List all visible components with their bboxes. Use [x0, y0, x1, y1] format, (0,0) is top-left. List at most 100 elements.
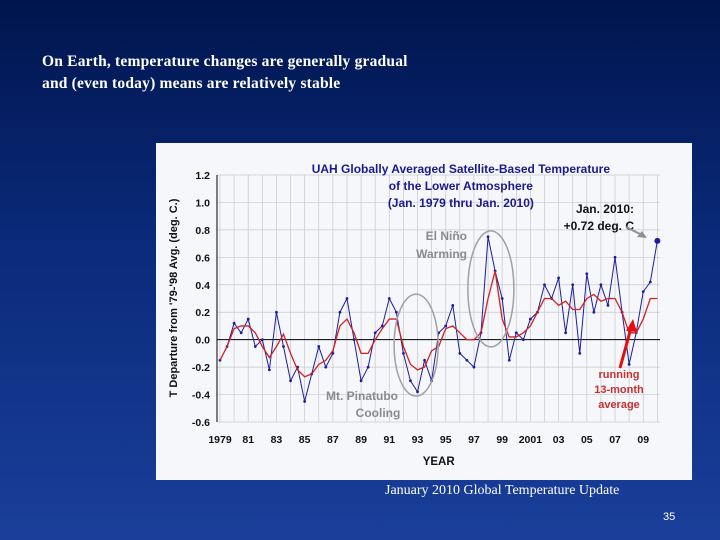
chart-svg: 1.2 1.0 0.8 0.6 0.4 0.2 0.0 -0.2 -0.4 -0.6 1979 81 8…	[168, 162, 661, 468]
running-average-line	[219, 270, 658, 378]
slide-title-line-1: On Earth, temperature changes are genera…	[42, 53, 408, 70]
axes: 1.2 1.0 0.8 0.6 0.4 0.2 0.0 -0.2 -0.4 -0.6 1979 81 8…	[168, 162, 660, 468]
monthly-data-point	[465, 358, 469, 362]
monthly-data-point	[514, 331, 518, 335]
monthly-data-point	[402, 351, 405, 355]
monthly-data-point	[543, 283, 546, 287]
monthly-data-point	[557, 276, 560, 280]
y-axis-label: T Departure from '79-'98 Avg. (deg. C.)	[168, 198, 180, 397]
x-tick-label: 95	[440, 434, 452, 446]
monthly-data-point	[267, 368, 271, 372]
monthly-data-point	[253, 345, 257, 348]
chart-title-line: (Jan. 1979 thru Jan. 2010)	[388, 196, 534, 210]
monthly-data-point	[528, 317, 532, 321]
y-tick-label: 0.6	[195, 252, 210, 264]
monthly-data-point	[289, 379, 292, 383]
latest-arrowhead-icon	[637, 231, 647, 238]
elnino-label-line2: Warming	[416, 247, 467, 261]
monthly-data-point	[232, 321, 236, 325]
slide-title-line-2: and (even today) means are relatively st…	[42, 75, 341, 92]
monthly-data-point	[444, 324, 448, 328]
monthly-data-point	[373, 331, 377, 335]
monthly-data-point	[451, 303, 455, 307]
running-arrowhead-icon	[626, 319, 637, 332]
x-tick-label: 2001	[519, 434, 543, 446]
y-tick-label: -0.6	[192, 417, 210, 429]
pinatubo-ellipse	[393, 293, 439, 397]
x-tick-label: 87	[327, 434, 339, 446]
running-average-label: 13-month	[594, 384, 644, 396]
x-axis-label: YEAR	[423, 456, 456, 468]
monthly-data-point	[352, 338, 356, 342]
y-tick-label: 0.8	[195, 225, 210, 237]
elnino-ellipse	[467, 230, 515, 348]
monthly-data-point	[458, 351, 462, 355]
x-tick-label: 91	[383, 434, 395, 446]
monthly-data-point	[648, 280, 652, 284]
y-tick-label: 1.2	[195, 170, 210, 182]
monthly-data-point	[366, 365, 370, 369]
latest-data-point	[654, 237, 661, 244]
monthly-data-point	[613, 255, 617, 259]
monthly-data-point	[507, 358, 511, 362]
pinatubo-label-line1: Mt. Pinatubo	[326, 389, 398, 403]
monthly-data-point	[500, 297, 504, 300]
x-tick-label: 09	[637, 434, 649, 446]
monthly-data-point	[338, 310, 342, 314]
running-average-label: running	[599, 369, 640, 381]
x-tick-label: 89	[355, 434, 367, 446]
y-tick-label: -0.2	[192, 362, 210, 374]
monthly-data-point	[472, 365, 476, 369]
monthly-data-point	[486, 235, 490, 239]
chart-title-line: of the Lower Atmosphere	[389, 179, 534, 193]
x-tick-label: 05	[581, 434, 593, 446]
elnino-label-line1: El Niño	[426, 229, 467, 243]
running-average-label: average	[598, 399, 640, 411]
monthly-data-point	[599, 283, 603, 287]
monthly-data-point	[282, 345, 285, 348]
monthly-data-point	[275, 310, 278, 314]
x-tick-label: 83	[271, 434, 283, 446]
slide-caption: January 2010 Global Temperature Update	[385, 483, 620, 498]
x-tick-label: 99	[496, 434, 508, 446]
page-number: 35	[663, 511, 676, 523]
monthly-data-point	[303, 400, 307, 403]
y-tick-label: 0.0	[195, 335, 210, 347]
annotations: El Niño Warming Mt. Pinatubo Cooling Jan. 20…	[326, 202, 647, 420]
monthly-data-point	[641, 290, 645, 294]
monthly-data-point	[359, 379, 363, 383]
monthly-data-point	[345, 297, 349, 300]
monthly-data-point	[592, 310, 596, 314]
monthly-data-point	[423, 358, 426, 362]
latest-label-line2: +0.72 deg. C	[564, 219, 635, 233]
x-tick-label: 07	[609, 434, 621, 446]
y-tick-label: 0.4	[195, 280, 210, 292]
slide-title: On Earth, temperature changes are genera…	[42, 51, 408, 95]
pinatubo-label-line2: Cooling	[356, 406, 401, 420]
monthly-data-point	[521, 338, 525, 342]
x-tick-label: 81	[242, 434, 254, 446]
monthly-data-point	[578, 351, 582, 355]
monthly-series-line	[219, 236, 658, 402]
monthly-data-point	[324, 365, 328, 369]
y-tick-label: -0.4	[192, 390, 210, 402]
running-arrow-icon	[618, 327, 633, 369]
x-tick-label: 85	[299, 434, 311, 446]
y-tick-label: 0.2	[195, 307, 210, 319]
temperature-chart: 1.2 1.0 0.8 0.6 0.4 0.2 0.0 -0.2 -0.4 -0.6 1979 81 8…	[156, 143, 692, 480]
monthly-data-point	[260, 338, 264, 342]
monthly-data-point	[394, 310, 398, 314]
monthly-data-point	[416, 390, 419, 394]
x-tick-label: 1979	[208, 434, 232, 446]
monthly-data-point	[585, 272, 589, 276]
latest-label-line1: Jan. 2010:	[576, 202, 634, 216]
monthly-data-point	[409, 379, 412, 383]
monthly-data-point	[627, 362, 631, 366]
x-tick-label: 03	[553, 434, 565, 446]
monthly-data-point	[606, 303, 610, 307]
x-tick-label: 97	[468, 434, 480, 446]
monthly-data-point	[239, 331, 243, 335]
monthly-data-point	[246, 317, 250, 321]
chart-title-line: UAH Globally Averaged Satellite-Based Te…	[312, 162, 611, 176]
monthly-data-point	[317, 345, 321, 348]
